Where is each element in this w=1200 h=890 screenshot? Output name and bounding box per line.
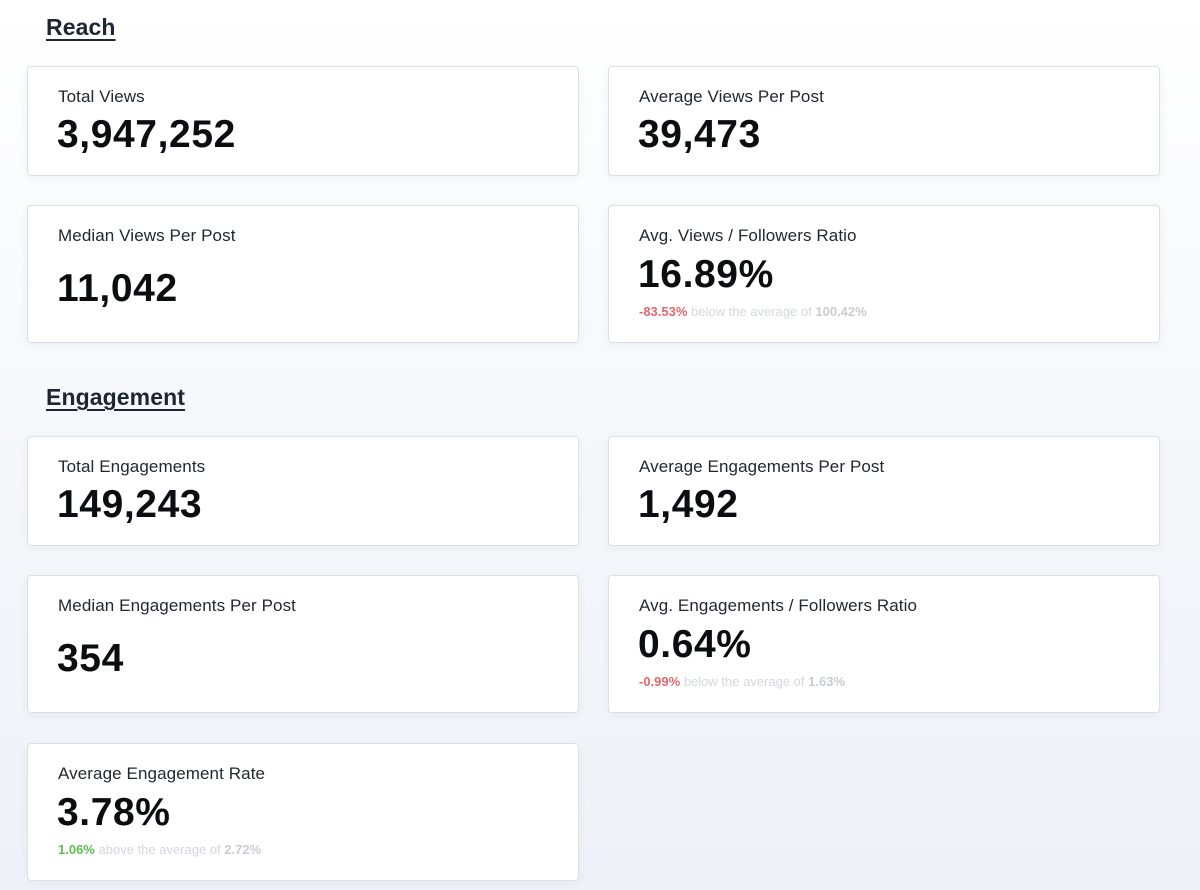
card-value: 354 — [57, 637, 124, 680]
card-total-views: Total Views 3,947,252 — [27, 66, 579, 176]
card-value: 3.78% — [57, 791, 171, 834]
card-median-views-per-post: Median Views Per Post 11,042 — [27, 205, 579, 343]
section-title-reach: Reach — [46, 14, 116, 40]
compare-phrase: below the average of — [691, 304, 812, 319]
card-label: Total Views — [58, 87, 145, 106]
card-average-views-per-post: Average Views Per Post 39,473 — [608, 66, 1160, 176]
card-value: 1,492 — [638, 483, 739, 526]
delta-negative: -0.99% — [639, 674, 681, 689]
card-value: 16.89% — [638, 253, 774, 296]
card-value: 0.64% — [638, 623, 752, 666]
card-value: 3,947,252 — [57, 113, 236, 156]
card-label: Avg. Engagements / Followers Ratio — [639, 596, 918, 615]
average-value: 2.72% — [224, 842, 262, 857]
average-value: 100.42% — [815, 304, 867, 319]
card-total-engagements: Total Engagements 149,243 — [27, 436, 579, 546]
section-title-engagement: Engagement — [46, 384, 186, 410]
delta-negative: -83.53% — [639, 304, 688, 319]
card-label: Avg. Views / Followers Ratio — [639, 226, 857, 245]
card-value: 11,042 — [57, 267, 178, 310]
card-average-engagements-per-post: Average Engagements Per Post 1,492 — [608, 436, 1160, 546]
card-label: Total Engagements — [58, 457, 206, 476]
card-label: Median Views Per Post — [58, 226, 236, 245]
card-label: Average Views Per Post — [639, 87, 824, 106]
card-engagements-followers-ratio: Avg. Engagements / Followers Ratio 0.64%… — [608, 575, 1160, 713]
comparison-text: 1.06% above the average of 2.72% — [58, 842, 261, 857]
comparison-text: -0.99% below the average of 1.63% — [639, 674, 845, 689]
card-average-engagement-rate: Average Engagement Rate 3.78% 1.06% abov… — [27, 743, 579, 881]
card-median-engagements-per-post: Median Engagements Per Post 354 — [27, 575, 579, 713]
card-label: Median Engagements Per Post — [58, 596, 297, 615]
card-label: Average Engagements Per Post — [639, 457, 885, 476]
average-value: 1.63% — [808, 674, 846, 689]
card-views-followers-ratio: Avg. Views / Followers Ratio 16.89% -83.… — [608, 205, 1160, 343]
card-label: Average Engagement Rate — [58, 764, 266, 783]
comparison-text: -83.53% below the average of 100.42% — [639, 304, 867, 319]
compare-phrase: below the average of — [683, 674, 805, 689]
card-value: 149,243 — [57, 483, 203, 526]
card-value: 39,473 — [638, 113, 761, 156]
delta-positive: 1.06% — [58, 842, 95, 857]
compare-phrase: above the average of — [98, 842, 221, 857]
